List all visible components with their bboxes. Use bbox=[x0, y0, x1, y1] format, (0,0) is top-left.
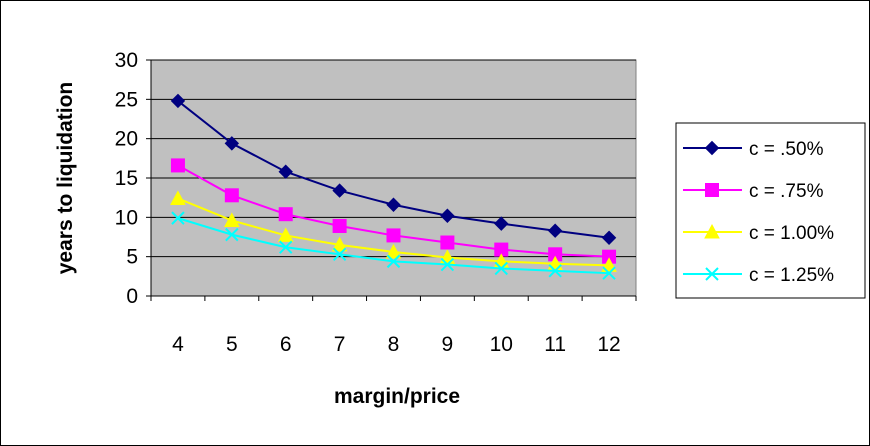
data-point bbox=[332, 247, 347, 262]
data-point bbox=[494, 216, 509, 231]
data-point bbox=[386, 254, 401, 269]
series-group bbox=[170, 93, 617, 280]
data-point bbox=[601, 257, 617, 272]
data-point bbox=[385, 243, 402, 259]
legend-marker bbox=[705, 267, 719, 281]
data-point bbox=[170, 158, 185, 173]
legend-label: c = 1.25% bbox=[749, 265, 834, 286]
legend-marker bbox=[705, 183, 719, 197]
y-tick-label: 10 bbox=[115, 206, 138, 229]
legend-item: c = .50% bbox=[683, 139, 824, 160]
x-axis-ticks: 4 5 6 7 8 9 10 11 12 bbox=[150, 296, 637, 356]
y-tick-label: 20 bbox=[115, 128, 138, 151]
legend: c = .50% c = .75% c = 1.00% c = 1.25% bbox=[675, 122, 866, 299]
legend-marker bbox=[704, 140, 720, 156]
legend-label: c = 1.00% bbox=[749, 223, 834, 244]
data-point bbox=[171, 211, 185, 225]
data-point bbox=[440, 208, 455, 223]
legend-item: c = .75% bbox=[683, 181, 824, 202]
x-tick-label: 6 bbox=[280, 333, 292, 356]
data-point bbox=[224, 188, 239, 203]
data-point bbox=[494, 261, 508, 276]
y-tick-label: 30 bbox=[115, 49, 138, 72]
data-point bbox=[278, 207, 293, 222]
data-point bbox=[601, 230, 617, 245]
x-tick-label: 9 bbox=[442, 333, 454, 356]
data-point bbox=[548, 264, 562, 278]
y-tick-label: 15 bbox=[115, 167, 138, 190]
x-tick-label: 8 bbox=[388, 333, 400, 356]
legend-item: c = 1.25% bbox=[683, 265, 834, 286]
legend-marker bbox=[704, 223, 720, 239]
data-point bbox=[332, 218, 347, 233]
data-point bbox=[331, 236, 348, 252]
data-point bbox=[278, 164, 293, 179]
data-point bbox=[440, 257, 455, 272]
data-point bbox=[277, 227, 294, 242]
x-axis-title: margin/price bbox=[334, 385, 460, 408]
y-axis-title: years to liquidation bbox=[54, 82, 77, 275]
x-tick-label: 11 bbox=[544, 333, 566, 356]
x-tick-label: 4 bbox=[172, 333, 184, 356]
x-tick-label: 7 bbox=[334, 333, 346, 356]
data-point bbox=[279, 240, 293, 254]
series-1 bbox=[170, 93, 617, 245]
data-point bbox=[225, 227, 239, 242]
data-point bbox=[547, 223, 563, 238]
data-point bbox=[170, 190, 186, 205]
data-point bbox=[170, 93, 186, 109]
legend-label: c = .50% bbox=[749, 139, 824, 160]
data-point bbox=[386, 228, 401, 243]
data-point bbox=[602, 266, 616, 280]
data-point bbox=[223, 212, 240, 227]
data-point bbox=[332, 183, 347, 198]
y-axis-ticks: 0 5 10 15 20 25 30 bbox=[115, 49, 151, 308]
y-tick-label: 0 bbox=[126, 285, 138, 308]
data-point bbox=[224, 136, 240, 151]
data-point bbox=[386, 197, 401, 212]
x-tick-label: 5 bbox=[226, 333, 238, 356]
data-point bbox=[440, 235, 455, 250]
x-tick-label: 10 bbox=[490, 333, 513, 356]
y-tick-label: 5 bbox=[126, 246, 138, 269]
series-4 bbox=[171, 211, 616, 280]
x-tick-label: 12 bbox=[597, 333, 620, 356]
legend-item: c = 1.00% bbox=[683, 223, 834, 244]
legend-label: c = .75% bbox=[749, 181, 824, 202]
y-tick-label: 25 bbox=[115, 88, 138, 111]
